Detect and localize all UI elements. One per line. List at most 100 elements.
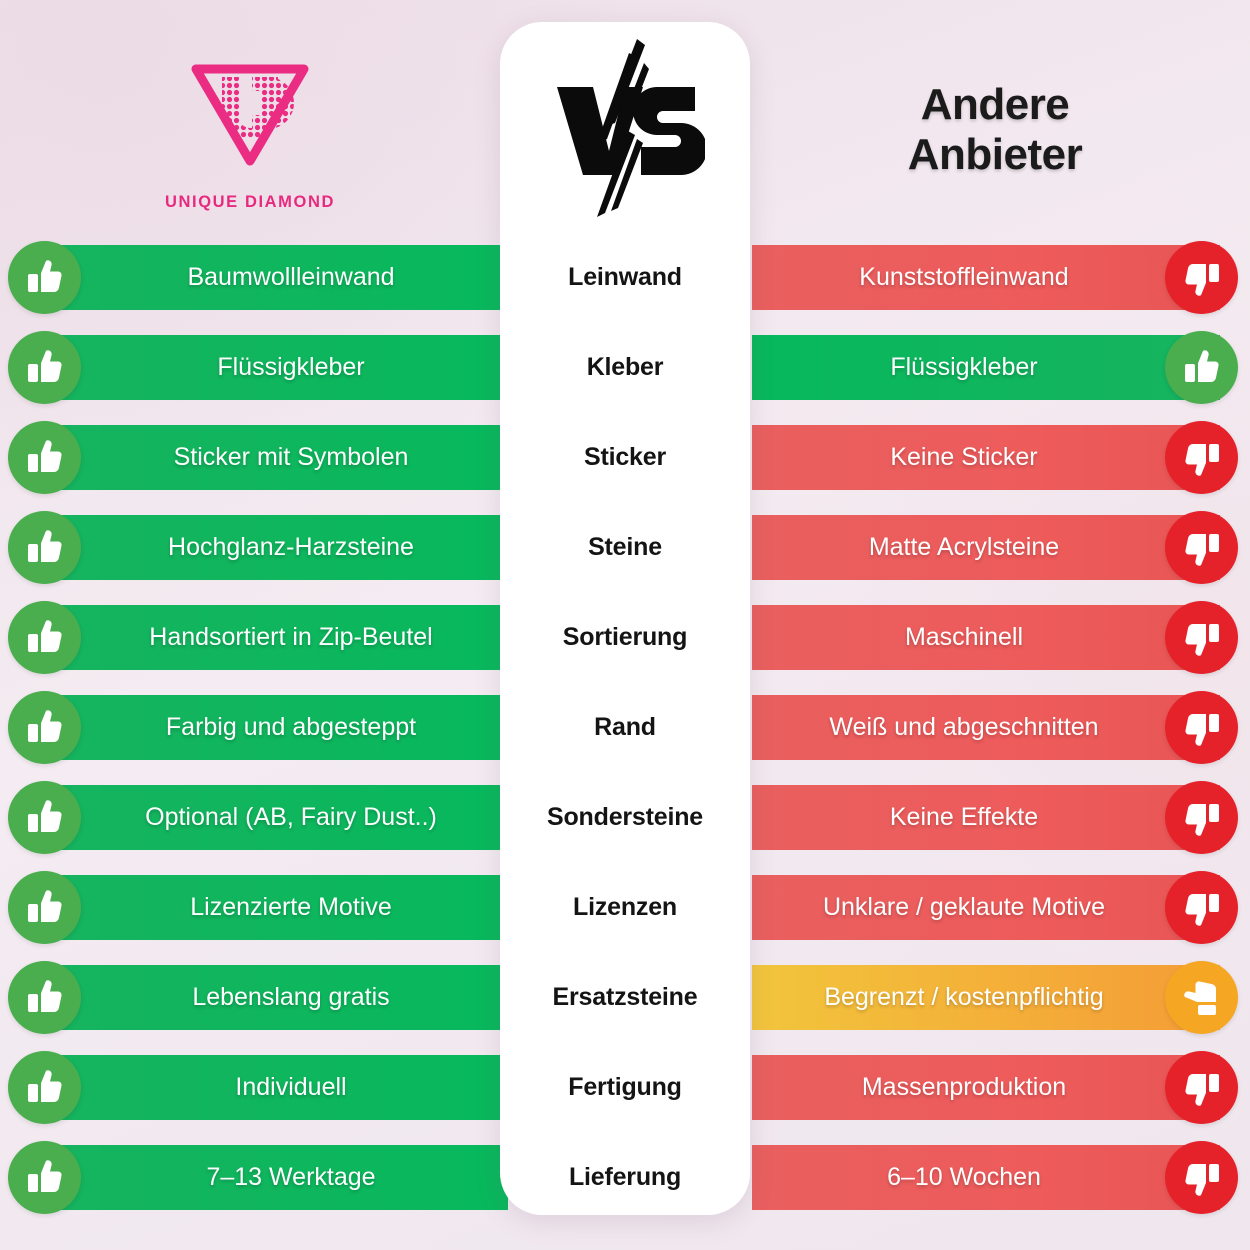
feature-label: Lieferung [568, 1163, 682, 1191]
comparison-row-ersatzsteine: Lebenslang gratis Ersatzsteine Begrenzt … [0, 961, 1250, 1055]
thumbs-up-icon [1165, 331, 1238, 404]
competitor-header: Andere Anbieter [760, 22, 1230, 237]
competitor-value-bar: Unklare / geklaute Motive [752, 875, 1220, 940]
center-feature-card [500, 22, 750, 1215]
comparison-row-sticker: Sticker mit Symbolen Sticker Keine Stick… [0, 421, 1250, 515]
thumbs-down-icon [1165, 1141, 1238, 1214]
feature-label: Steine [588, 533, 662, 561]
comparison-rows: Baumwollleinwand Leinwand Kunststofflein… [0, 241, 1250, 1235]
thumbs-up-icon [8, 601, 81, 674]
thumbs-up-icon [8, 781, 81, 854]
thumbs-down-icon [1165, 691, 1238, 764]
thumbs-up-icon [8, 691, 81, 764]
brand-name: UNIQUE DIAMOND [165, 193, 335, 211]
competitor-value-text: Begrenzt / kostenpflichtig [824, 983, 1104, 1011]
thumbs-side-icon [1165, 961, 1238, 1034]
thumbs-up-icon [8, 511, 81, 584]
thumbs-down-icon [1165, 421, 1238, 494]
thumbs-down-icon [1165, 1051, 1238, 1124]
comparison-row-leinwand: Baumwollleinwand Leinwand Kunststofflein… [0, 241, 1250, 335]
brand-value-text: Handsortiert in Zip-Beutel [149, 623, 433, 651]
thumbs-down-icon [1165, 511, 1238, 584]
brand-value-bar: 7–13 Werktage [30, 1145, 508, 1210]
competitor-value-text: Massenproduktion [861, 1073, 1067, 1101]
thumbs-up-icon [8, 1141, 81, 1214]
brand-value-bar: Sticker mit Symbolen [30, 425, 508, 490]
feature-label: Sortierung [562, 623, 688, 651]
comparison-row-sondersteine: Optional (AB, Fairy Dust..) Sondersteine… [0, 781, 1250, 875]
brand-value-bar: Optional (AB, Fairy Dust..) [30, 785, 508, 850]
thumbs-up-icon [8, 1051, 81, 1124]
competitor-value-bar: Keine Sticker [752, 425, 1220, 490]
thumbs-up-icon [8, 331, 81, 404]
competitor-value-bar: Keine Effekte [752, 785, 1220, 850]
feature-label: Sticker [584, 443, 666, 471]
brand-value-bar: Baumwollleinwand [30, 245, 508, 310]
feature-label: Leinwand [568, 263, 682, 291]
brand-value-bar: Handsortiert in Zip-Beutel [30, 605, 508, 670]
thumbs-down-icon [1165, 241, 1238, 314]
brand-value-text: Sticker mit Symbolen [173, 443, 409, 471]
competitor-value-bar: Maschinell [752, 605, 1220, 670]
brand-value-text: Individuell [235, 1073, 347, 1101]
comparison-row-steine: Hochglanz-Harzsteine Steine Matte Acryls… [0, 511, 1250, 605]
brand-header: UNIQUE DIAMOND [0, 22, 500, 237]
thumbs-up-icon [8, 871, 81, 944]
comparison-row-lizenzen: Lizenzierte Motive Lizenzen Unklare / ge… [0, 871, 1250, 965]
competitor-value-bar: Massenproduktion [752, 1055, 1220, 1120]
competitor-value-bar: Weiß und abgeschnitten [752, 695, 1220, 760]
brand-value-bar: Flüssigkleber [30, 335, 508, 400]
thumbs-down-icon [1165, 601, 1238, 674]
thumbs-up-icon [8, 421, 81, 494]
comparison-row-lieferung: 7–13 Werktage Lieferung 6–10 Wochen [0, 1141, 1250, 1235]
competitor-value-bar: Flüssigkleber [752, 335, 1220, 400]
brand-value-bar: Lebenslang gratis [30, 965, 508, 1030]
competitor-value-text: Keine Sticker [890, 443, 1038, 471]
competitor-value-text: Keine Effekte [889, 803, 1039, 831]
brand-value-text: Lebenslang gratis [192, 983, 390, 1011]
competitor-value-text: Weiß und abgeschnitten [829, 713, 1099, 741]
competitor-title: Andere Anbieter [907, 80, 1083, 179]
thumbs-down-icon [1165, 781, 1238, 854]
brand-value-bar: Lizenzierte Motive [30, 875, 508, 940]
brand-value-bar: Individuell [30, 1055, 508, 1120]
competitor-value-text: 6–10 Wochen [887, 1163, 1041, 1191]
competitor-value-text: Unklare / geklaute Motive [822, 893, 1106, 921]
brand-value-bar: Farbig und abgesteppt [30, 695, 508, 760]
brand-value-text: Optional (AB, Fairy Dust..) [145, 803, 437, 831]
feature-label: Fertigung [568, 1073, 682, 1101]
vs-lightning-icon [545, 35, 707, 225]
competitor-title-line2: Anbieter [907, 129, 1083, 179]
comparison-row-kleber: Flüssigkleber Kleber Flüssigkleber [0, 331, 1250, 425]
competitor-value-text: Matte Acrylsteine [868, 533, 1060, 561]
competitor-title-line1: Andere [920, 80, 1070, 130]
competitor-value-bar: Kunststoffleinwand [752, 245, 1220, 310]
brand-value-text: Flüssigkleber [217, 353, 365, 381]
comparison-row-fertigung: Individuell Fertigung Massenproduktion [0, 1051, 1250, 1145]
comparison-row-sortierung: Handsortiert in Zip-Beutel Sortierung Ma… [0, 601, 1250, 695]
competitor-value-bar: 6–10 Wochen [752, 1145, 1220, 1210]
feature-label: Sondersteine [547, 803, 703, 831]
feature-label: Lizenzen [573, 893, 677, 921]
competitor-value-bar: Matte Acrylsteine [752, 515, 1220, 580]
brand-value-text: Baumwollleinwand [187, 263, 395, 291]
brand-value-text: 7–13 Werktage [206, 1163, 376, 1191]
feature-label: Kleber [586, 353, 664, 381]
competitor-value-text: Kunststoffleinwand [859, 263, 1069, 291]
thumbs-up-icon [8, 961, 81, 1034]
brand-value-text: Lizenzierte Motive [190, 893, 392, 921]
feature-label: Ersatzsteine [552, 983, 698, 1011]
thumbs-down-icon [1165, 871, 1238, 944]
brand-value-text: Hochglanz-Harzsteine [168, 533, 414, 561]
competitor-value-bar: Begrenzt / kostenpflichtig [752, 965, 1220, 1030]
brand-logo: UNIQUE DIAMOND [165, 47, 335, 212]
brand-value-text: Farbig und abgesteppt [165, 713, 417, 741]
competitor-value-text: Maschinell [904, 623, 1024, 651]
thumbs-up-icon [8, 241, 81, 314]
competitor-value-text: Flüssigkleber [890, 353, 1038, 381]
brand-value-bar: Hochglanz-Harzsteine [30, 515, 508, 580]
vs-badge [500, 22, 750, 237]
diamond-logo-icon [170, 47, 330, 182]
feature-label: Rand [594, 713, 656, 741]
